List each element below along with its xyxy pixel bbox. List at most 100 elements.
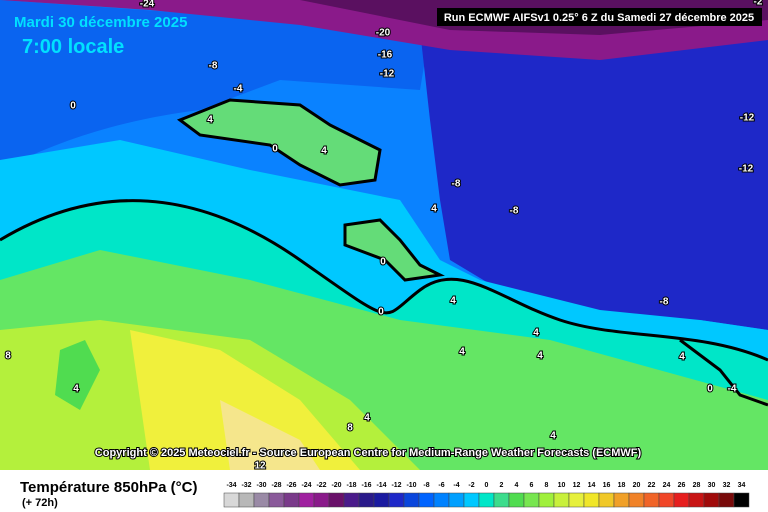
legend-swatch bbox=[688, 492, 705, 508]
contour-label: 4 bbox=[450, 296, 456, 307]
legend-label: 2 bbox=[500, 482, 504, 489]
time: 7:00 locale bbox=[22, 36, 124, 58]
legend-swatch bbox=[733, 492, 750, 508]
contour-label: 4 bbox=[550, 431, 556, 442]
legend-swatch bbox=[283, 492, 300, 508]
legend-label: -30 bbox=[256, 482, 266, 489]
legend-label: -10 bbox=[406, 482, 416, 489]
contour-label: 4 bbox=[533, 328, 539, 339]
contour-label: 0 bbox=[70, 101, 76, 112]
legend-swatch bbox=[373, 492, 390, 508]
legend-swatch bbox=[508, 492, 525, 508]
legend-swatch bbox=[418, 492, 435, 508]
legend-swatch bbox=[343, 492, 360, 508]
legend-label: -24 bbox=[301, 482, 311, 489]
contour-label: 8 bbox=[5, 351, 11, 362]
contour-label: 4 bbox=[364, 413, 370, 424]
legend-label: 4 bbox=[515, 482, 519, 489]
contour-label: 0 bbox=[272, 144, 278, 155]
legend-label: -12 bbox=[391, 482, 401, 489]
copyright: Copyright © 2025 Meteociel.fr - Source E… bbox=[95, 447, 642, 459]
legend-swatch bbox=[238, 492, 255, 508]
contour-label: -12 bbox=[380, 69, 395, 80]
legend-label: -2 bbox=[468, 482, 474, 489]
contour-label: 0 bbox=[378, 307, 384, 318]
footer-title: Température 850hPa (°C) bbox=[20, 479, 197, 496]
run-box bbox=[437, 8, 762, 26]
legend-label: 14 bbox=[588, 482, 596, 489]
legend-label: -6 bbox=[438, 482, 444, 489]
legend-label: 32 bbox=[723, 482, 731, 489]
legend-swatch bbox=[568, 492, 585, 508]
legend-label: 28 bbox=[693, 482, 701, 489]
contour-label: -8 bbox=[209, 61, 218, 72]
contour-label: 4 bbox=[73, 384, 79, 395]
contour-label: 4 bbox=[321, 146, 327, 157]
legend-label: -16 bbox=[361, 482, 371, 489]
contour-label: -24 bbox=[140, 0, 155, 10]
legend-swatch bbox=[403, 492, 420, 508]
contour-label: 4 bbox=[207, 115, 213, 126]
legend-label: 6 bbox=[530, 482, 534, 489]
legend-swatch bbox=[703, 492, 720, 508]
map-background bbox=[0, 0, 768, 470]
legend-swatch bbox=[433, 492, 450, 508]
contour-label: -2 bbox=[754, 0, 763, 8]
legend-swatch bbox=[583, 492, 600, 508]
legend-label: -8 bbox=[423, 482, 429, 489]
legend-swatch bbox=[553, 492, 570, 508]
legend-swatch bbox=[658, 492, 675, 508]
legend-label: 24 bbox=[663, 482, 671, 489]
legend-swatch bbox=[268, 492, 285, 508]
contour-label: 0 bbox=[380, 257, 386, 268]
contour-label: -8 bbox=[452, 179, 461, 190]
legend-label: 8 bbox=[545, 482, 549, 489]
legend-label: -26 bbox=[286, 482, 296, 489]
legend-label: 12 bbox=[573, 482, 581, 489]
legend-swatch bbox=[673, 492, 690, 508]
contour-label: -12 bbox=[740, 113, 755, 124]
legend-label: 20 bbox=[633, 482, 641, 489]
legend-swatch bbox=[523, 492, 540, 508]
contour-label: -20 bbox=[376, 28, 391, 39]
legend-label: 22 bbox=[648, 482, 656, 489]
legend-label: -4 bbox=[453, 482, 459, 489]
legend-swatch bbox=[478, 492, 495, 508]
legend-label: -32 bbox=[241, 482, 251, 489]
contour-label: 0 bbox=[707, 384, 713, 395]
contour-label: 4 bbox=[679, 352, 685, 363]
legend-label: -28 bbox=[271, 482, 281, 489]
contour-label: -4 bbox=[728, 384, 737, 395]
legend-label: -22 bbox=[316, 482, 326, 489]
legend-swatch bbox=[538, 492, 555, 508]
legend-label: -18 bbox=[346, 482, 356, 489]
legend-swatch bbox=[328, 492, 345, 508]
date: Mardi 30 décembre 2025 bbox=[14, 14, 187, 31]
legend-swatch bbox=[718, 492, 735, 508]
contour-label: 12 bbox=[254, 461, 266, 472]
legend-swatch bbox=[598, 492, 615, 508]
contour-label: 4 bbox=[537, 351, 543, 362]
contour-label: 4 bbox=[459, 347, 465, 358]
legend-swatch bbox=[493, 492, 510, 508]
legend-swatch bbox=[358, 492, 375, 508]
legend-swatch bbox=[628, 492, 645, 508]
run-info: Run ECMWF AIFSv1 0.25° 6 Z du Samedi 27 … bbox=[444, 12, 754, 24]
legend-label: 10 bbox=[558, 482, 566, 489]
legend-swatch bbox=[313, 492, 330, 508]
legend-label: -34 bbox=[226, 482, 236, 489]
contour-label: -4 bbox=[234, 84, 243, 95]
contour-label: 4 bbox=[431, 204, 437, 215]
contour-label: -8 bbox=[660, 297, 669, 308]
legend-label: 0 bbox=[485, 482, 489, 489]
legend-swatch bbox=[463, 492, 480, 508]
legend-label: 34 bbox=[738, 482, 746, 489]
legend-swatch bbox=[253, 492, 270, 508]
legend-label: 18 bbox=[618, 482, 626, 489]
legend-swatch bbox=[613, 492, 630, 508]
legend-label: 16 bbox=[603, 482, 611, 489]
contour-label: -8 bbox=[510, 206, 519, 217]
color-legend: -34 -32 -30 -28 -26 -24 -22 -20 -18 -16 -14 -12 -10-… bbox=[223, 482, 750, 508]
